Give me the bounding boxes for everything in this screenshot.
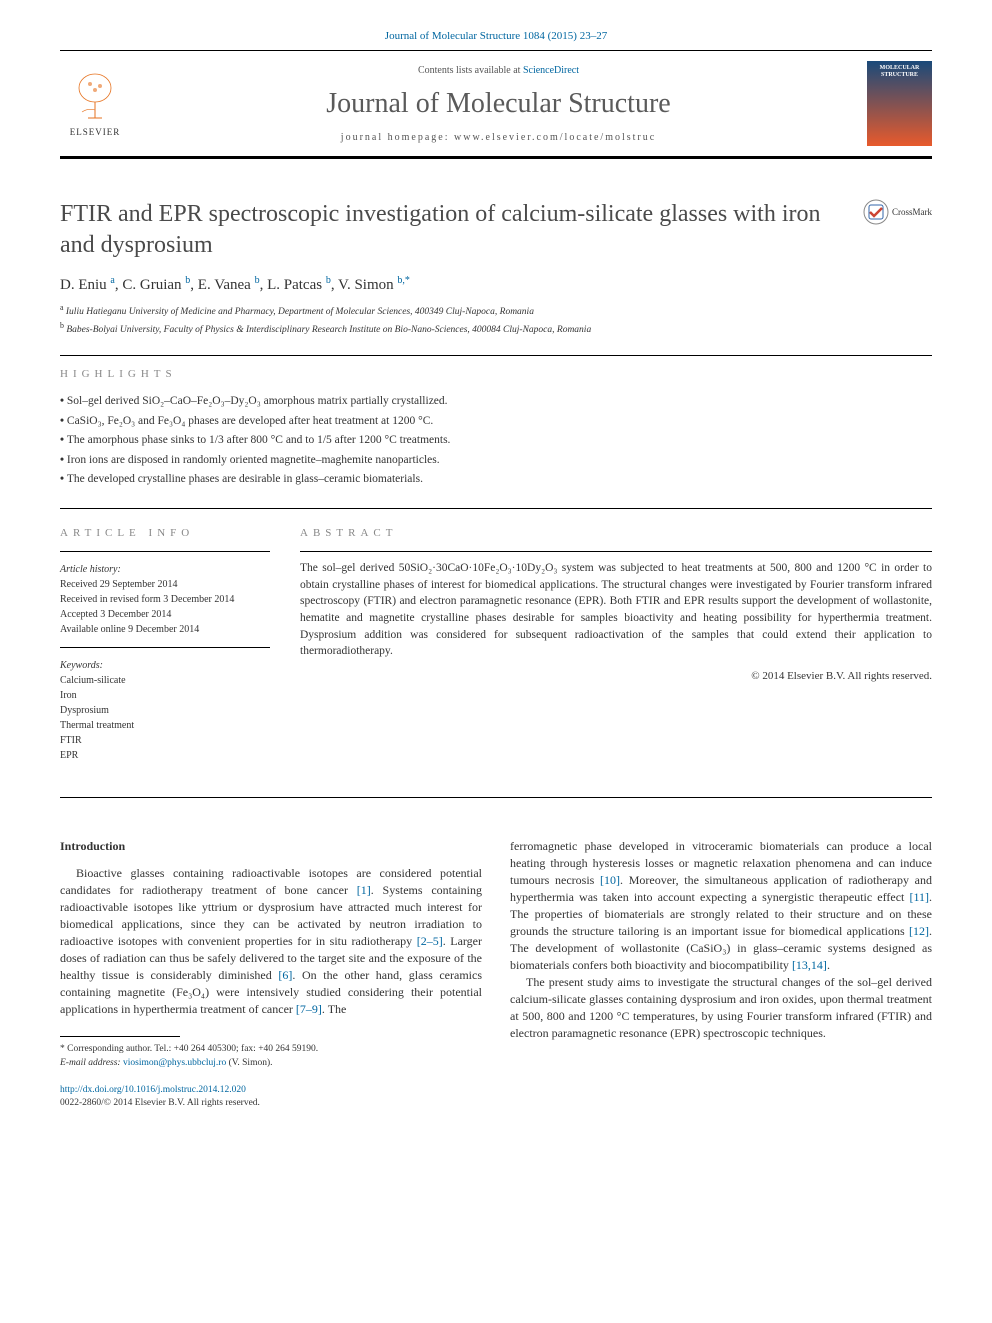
journal-name: Journal of Molecular Structure [150, 88, 847, 120]
journal-cover-thumbnail[interactable]: MOLECULAR STRUCTURE [867, 61, 932, 146]
body-columns: Introduction Bioactive glasses containin… [60, 838, 932, 1111]
ref-link[interactable]: [13,14] [792, 958, 827, 972]
highlight-item: CaSiO₃, Fe₂O₃ and Fe₃O₄ phases are devel… [60, 412, 932, 432]
cover-title: MOLECULAR STRUCTURE [871, 65, 928, 78]
affiliations: a Iuliu Hatieganu University of Medicine… [60, 302, 932, 337]
keyword-item: FTIR [60, 733, 270, 748]
article-title: FTIR and EPR spectroscopic investigation… [60, 199, 863, 261]
ref-link[interactable]: [10] [600, 873, 620, 887]
article-info-column: ARTICLE INFO Article history: Received 2… [60, 527, 270, 777]
affiliation-line: a Iuliu Hatieganu University of Medicine… [60, 302, 932, 319]
issn-copyright: 0022-2860/© 2014 Elsevier B.V. All right… [60, 1097, 482, 1110]
keyword-item: Dysprosium [60, 703, 270, 718]
keyword-item: Iron [60, 688, 270, 703]
history-received: Received 29 September 2014 [60, 577, 270, 592]
keyword-item: Thermal treatment [60, 718, 270, 733]
title-row: FTIR and EPR spectroscopic investigation… [60, 199, 932, 261]
header-center: Contents lists available at ScienceDirec… [130, 65, 867, 143]
keyword-item: Calcium-silicate [60, 673, 270, 688]
highlight-item: The developed crystalline phases are des… [60, 470, 932, 490]
article-info-label: ARTICLE INFO [60, 527, 270, 539]
intro-paragraph-1-cont: ferromagnetic phase developed in vitroce… [510, 838, 932, 974]
email-suffix: (V. Simon). [226, 1058, 272, 1068]
email-label: E-mail address: [60, 1058, 123, 1068]
divider [60, 355, 932, 356]
intro-paragraph-2: The present study aims to investigate th… [510, 974, 932, 1042]
body-column-right: ferromagnetic phase developed in vitroce… [510, 838, 932, 1111]
highlights-label: HIGHLIGHTS [60, 368, 932, 380]
highlight-item: The amorphous phase sinks to 1/3 after 8… [60, 431, 932, 451]
corresponding-author: * Corresponding author. Tel.: +40 264 40… [60, 1043, 482, 1056]
ref-link[interactable]: [1] [357, 883, 371, 897]
ref-link[interactable]: [2–5] [417, 934, 443, 948]
article-history: Article history: Received 29 September 2… [60, 551, 270, 763]
page-header-reference: Journal of Molecular Structure 1084 (201… [60, 30, 932, 42]
ref-link[interactable]: [12] [909, 924, 929, 938]
history-online: Available online 9 December 2014 [60, 622, 270, 637]
journal-homepage[interactable]: journal homepage: www.elsevier.com/locat… [150, 132, 847, 143]
abstract-label: ABSTRACT [300, 527, 932, 539]
ref-link[interactable]: [11] [909, 890, 929, 904]
highlight-item: Sol–gel derived SiO₂–CaO–Fe₂O₃–Dy₂O₃ amo… [60, 392, 932, 412]
highlights-list: Sol–gel derived SiO₂–CaO–Fe₂O₃–Dy₂O₃ amo… [60, 392, 932, 490]
elsevier-label: ELSEVIER [70, 127, 121, 137]
introduction-heading: Introduction [60, 838, 482, 855]
footnote-separator [60, 1036, 180, 1037]
history-accepted: Accepted 3 December 2014 [60, 607, 270, 622]
doi-block: http://dx.doi.org/10.1016/j.molstruc.201… [60, 1084, 482, 1111]
divider [300, 551, 932, 552]
abstract-copyright: © 2014 Elsevier B.V. All rights reserved… [300, 670, 932, 682]
intro-paragraph-1: Bioactive glasses containing radioactiva… [60, 865, 482, 1018]
info-abstract-row: ARTICLE INFO Article history: Received 2… [60, 527, 932, 777]
text: . [827, 958, 830, 972]
doi-link[interactable]: http://dx.doi.org/10.1016/j.molstruc.201… [60, 1085, 246, 1095]
journal-header-box: ELSEVIER Contents lists available at Sci… [60, 50, 932, 159]
divider [60, 508, 932, 509]
crossmark-label: CrossMark [892, 207, 932, 217]
email-link[interactable]: viosimon@phys.ubbcluj.ro [123, 1058, 226, 1068]
email-line: E-mail address: viosimon@phys.ubbcluj.ro… [60, 1057, 482, 1070]
highlight-item: Iron ions are disposed in randomly orien… [60, 451, 932, 471]
crossmark-badge[interactable]: CrossMark [863, 199, 932, 225]
contents-available-line: Contents lists available at ScienceDirec… [150, 65, 847, 76]
divider [60, 797, 932, 798]
keywords-list: Calcium-silicateIronDysprosiumThermal tr… [60, 673, 270, 763]
abstract-text: The sol–gel derived 50SiO₂·30CaO·10Fe₂O₃… [300, 560, 932, 660]
body-column-left: Introduction Bioactive glasses containin… [60, 838, 482, 1111]
history-revised: Received in revised form 3 December 2014 [60, 592, 270, 607]
text: . The [322, 1002, 346, 1016]
sciencedirect-link[interactable]: ScienceDirect [523, 65, 579, 76]
ref-link[interactable]: [6] [278, 968, 292, 982]
contents-prefix: Contents lists available at [418, 65, 523, 76]
affiliation-line: b Babes-Bolyai University, Faculty of Ph… [60, 320, 932, 337]
crossmark-icon [863, 199, 889, 225]
history-label: Article history: [60, 562, 270, 577]
elsevier-tree-icon [70, 70, 120, 125]
authors-line: D. Eniu a, C. Gruian b, E. Vanea b, L. P… [60, 275, 932, 294]
footnotes: * Corresponding author. Tel.: +40 264 40… [60, 1043, 482, 1070]
keywords-label: Keywords: [60, 658, 270, 673]
keyword-item: EPR [60, 748, 270, 763]
elsevier-logo[interactable]: ELSEVIER [60, 64, 130, 144]
abstract-column: ABSTRACT The sol–gel derived 50SiO₂·30Ca… [300, 527, 932, 777]
ref-link[interactable]: [7–9] [296, 1002, 322, 1016]
